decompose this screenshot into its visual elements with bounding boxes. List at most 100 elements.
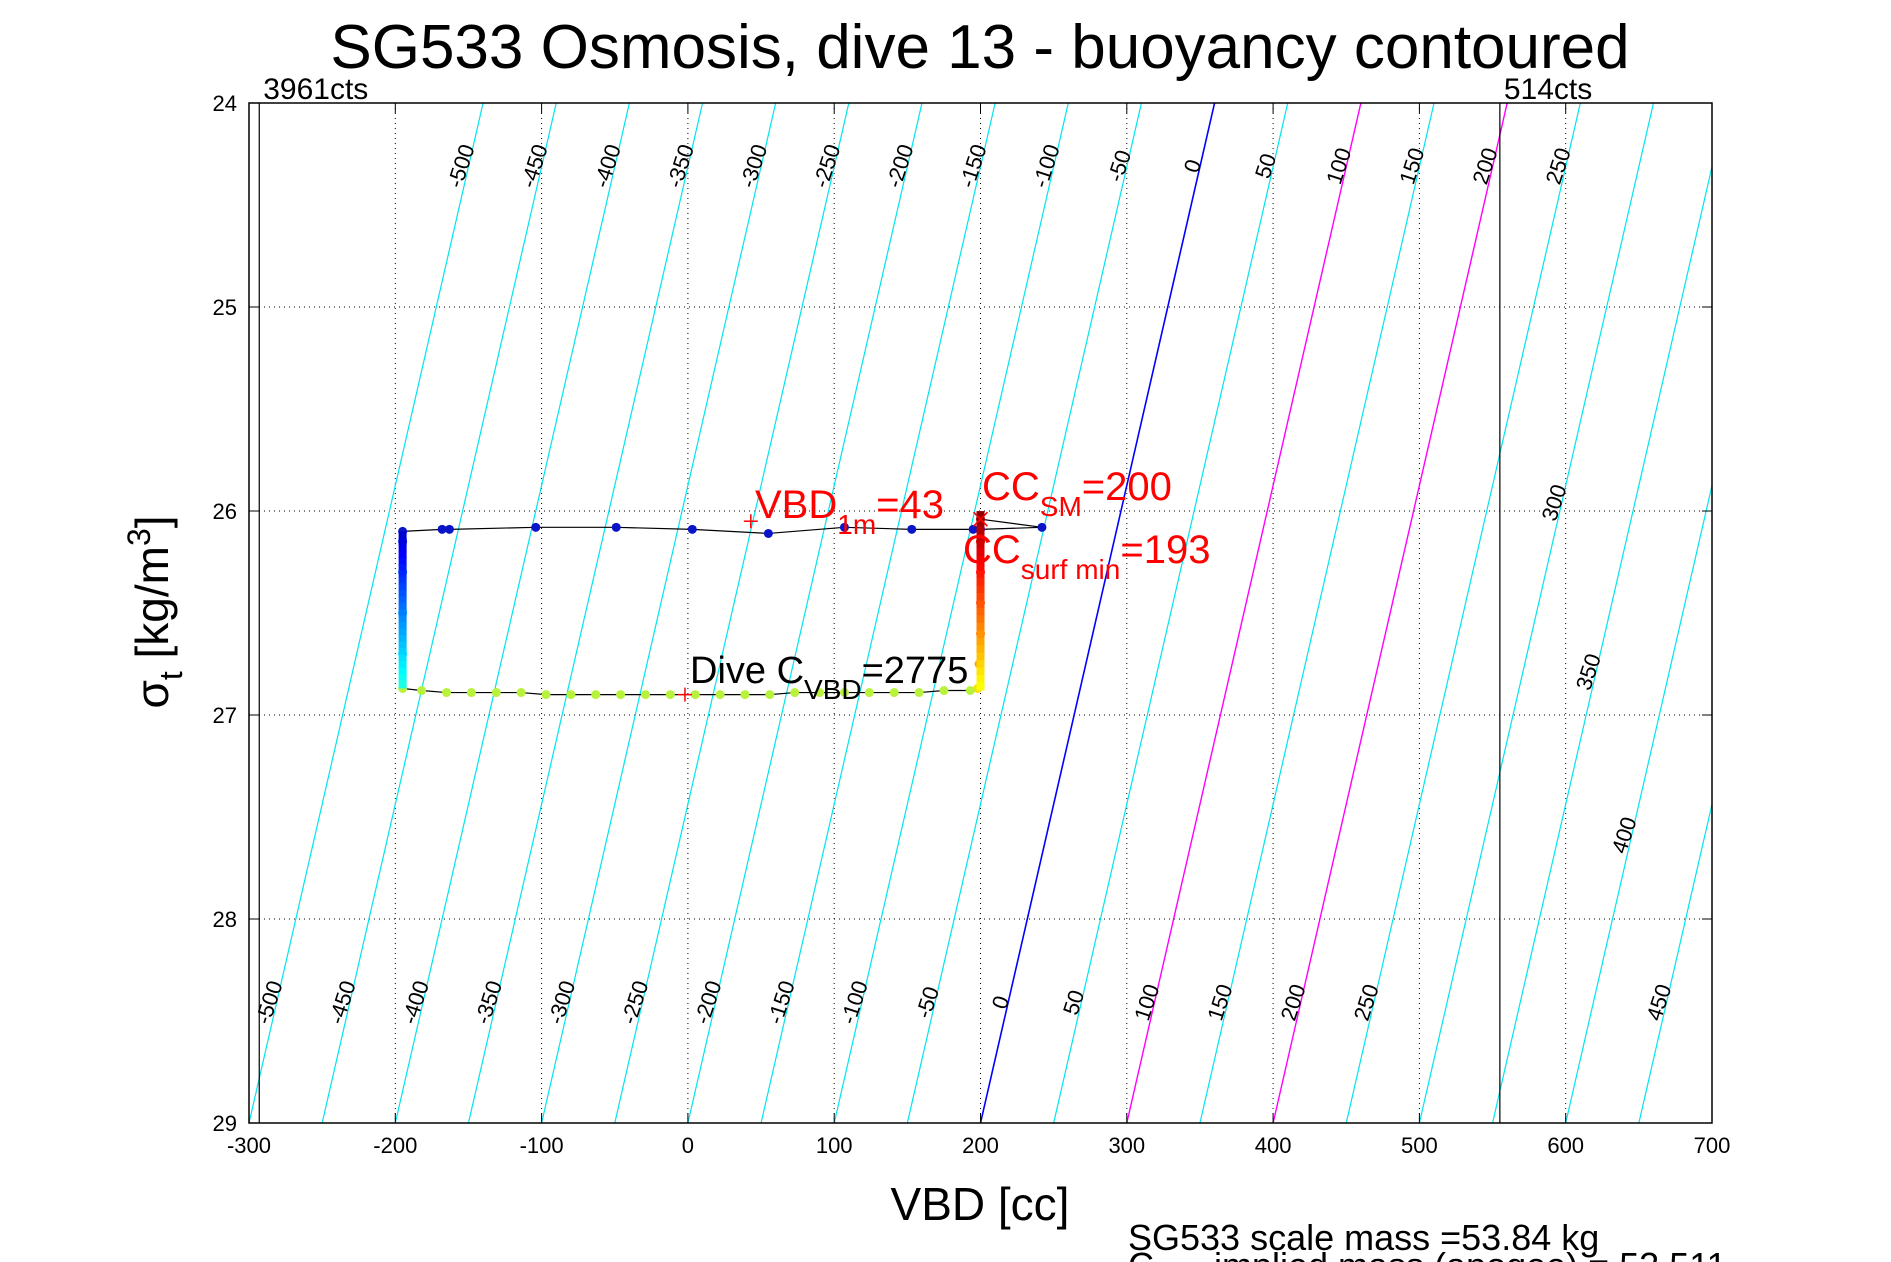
count-lines: 3961cts 514cts bbox=[258, 73, 1592, 1123]
descent-sample-19 bbox=[398, 654, 407, 663]
contour-label--200: -200 bbox=[689, 978, 726, 1028]
data-point-36 bbox=[541, 690, 551, 700]
ascent-sample-11 bbox=[976, 593, 985, 602]
data-point-3 bbox=[531, 522, 541, 532]
ascent-sample-0 bbox=[976, 511, 985, 520]
contour-label--450: -450 bbox=[323, 978, 360, 1028]
descent-sample-18 bbox=[398, 648, 407, 657]
data-point-20 bbox=[939, 686, 949, 696]
contour-250 bbox=[1345, 103, 1581, 1123]
data-point-29 bbox=[715, 690, 725, 700]
data-point-4 bbox=[611, 522, 621, 532]
contour-label-250: 250 bbox=[1541, 145, 1576, 188]
contour--350 bbox=[467, 103, 704, 1123]
x-tick-label-0: 0 bbox=[682, 1133, 694, 1158]
data-point-2 bbox=[444, 524, 454, 534]
annotation-dive-cvbd: Dive CVBD=2775 bbox=[690, 650, 968, 705]
contour--500 bbox=[249, 103, 484, 1123]
contour-150 bbox=[1199, 103, 1435, 1123]
ascent-sample-21 bbox=[976, 667, 985, 676]
y-label-sigma: σ bbox=[126, 680, 178, 708]
contour-0 bbox=[979, 103, 1216, 1123]
data-point-19 bbox=[965, 686, 975, 696]
ascent-sample-16 bbox=[976, 630, 985, 639]
contour-label-250: 250 bbox=[1349, 981, 1384, 1024]
data-point-26 bbox=[790, 688, 800, 698]
ascent-sample-4 bbox=[976, 540, 985, 549]
x-tick-label-400: 400 bbox=[1255, 1133, 1292, 1158]
contour-label--200: -200 bbox=[881, 141, 918, 191]
contour-label-150: 150 bbox=[1394, 145, 1429, 188]
contour-label-100: 100 bbox=[1129, 981, 1164, 1024]
data-point-30 bbox=[690, 690, 700, 700]
annotation-cc-sm: CCSM=200 bbox=[982, 465, 1172, 522]
ascent-sample-12 bbox=[976, 600, 985, 609]
annotation-cc-surf-min: CCsurf min=193 bbox=[963, 528, 1210, 585]
descent-sample-20 bbox=[398, 660, 407, 669]
marker-x-b-1 bbox=[972, 511, 989, 527]
contour--250 bbox=[614, 103, 850, 1123]
y-tick-label-24: 24 bbox=[213, 91, 237, 116]
contour-label--350: -350 bbox=[662, 141, 699, 191]
descent-sample-5 bbox=[398, 563, 407, 572]
ascent-sample-9 bbox=[976, 578, 985, 587]
y-tick-label-26: 26 bbox=[213, 499, 237, 524]
contour-label-350: 350 bbox=[1571, 651, 1606, 694]
descent-sample-21 bbox=[398, 667, 407, 676]
contour--450 bbox=[321, 103, 557, 1123]
contour-label-50: 50 bbox=[1250, 150, 1281, 181]
contour-label-200: 200 bbox=[1468, 145, 1503, 188]
ascent-sample-17 bbox=[976, 637, 985, 646]
contour-label-100: 100 bbox=[1321, 145, 1356, 188]
descent-sample-15 bbox=[398, 628, 407, 637]
y-label-sub: t bbox=[153, 671, 189, 680]
y-tick-label-29: 29 bbox=[213, 1111, 237, 1136]
count-label-1: 514cts bbox=[1504, 73, 1592, 106]
data-point-1 bbox=[437, 524, 447, 534]
svg-text:σt [kg/m3]: σt [kg/m3] bbox=[121, 515, 189, 708]
contour-labels: -500 -450 -400 -350 -300 -250 -200 -150 -100 -50 0… bbox=[250, 141, 1676, 1027]
ascent-sample-22 bbox=[976, 674, 985, 683]
descent-sample-17 bbox=[398, 641, 407, 650]
ascent-sample-7 bbox=[976, 563, 985, 572]
contour-100 bbox=[1126, 103, 1362, 1123]
contour-label--450: -450 bbox=[515, 141, 552, 191]
data-point-35 bbox=[566, 690, 576, 700]
ascent-sample-10 bbox=[976, 585, 985, 594]
contour--300 bbox=[541, 103, 777, 1123]
y-tick-label-28: 28 bbox=[213, 907, 237, 932]
contour-label-200: 200 bbox=[1276, 981, 1311, 1024]
contour-label--400: -400 bbox=[589, 141, 626, 191]
data-point-41 bbox=[417, 686, 427, 696]
data-point-9 bbox=[968, 524, 978, 534]
data-point-33 bbox=[616, 690, 626, 700]
data-point-11 bbox=[1037, 522, 1047, 532]
descent-sample-9 bbox=[398, 589, 407, 598]
data-point-5 bbox=[687, 524, 697, 534]
contour-label--50: -50 bbox=[911, 983, 945, 1021]
ascent-sample-15 bbox=[976, 622, 985, 631]
x-tick-label-500: 500 bbox=[1401, 1133, 1438, 1158]
x-tick-label--200: -200 bbox=[373, 1133, 417, 1158]
contour-label--250: -250 bbox=[808, 141, 845, 191]
contour-label-150: 150 bbox=[1202, 981, 1237, 1024]
data-point-40 bbox=[442, 688, 452, 698]
contour-label--100: -100 bbox=[1027, 141, 1064, 191]
y-tick-label-27: 27 bbox=[213, 703, 237, 728]
data-point-39 bbox=[466, 688, 476, 698]
x-tick-label-100: 100 bbox=[816, 1133, 853, 1158]
descent-sample-0 bbox=[398, 531, 407, 540]
contour-label--100: -100 bbox=[836, 978, 873, 1028]
contour--100 bbox=[833, 103, 1069, 1123]
ascent-sample-19 bbox=[976, 652, 985, 661]
contour--400 bbox=[394, 103, 630, 1123]
contour-350 bbox=[1491, 164, 1712, 1123]
contour-label--400: -400 bbox=[397, 978, 434, 1028]
contour-label--350: -350 bbox=[470, 978, 507, 1028]
contour-label-450: 450 bbox=[1641, 981, 1676, 1024]
descent-sample-13 bbox=[398, 615, 407, 624]
buoyancy-contours bbox=[249, 103, 1712, 1123]
contour-label--50: -50 bbox=[1103, 147, 1137, 185]
y-axis-ticks: 24 25 26 27 28 29 bbox=[213, 91, 1712, 1136]
